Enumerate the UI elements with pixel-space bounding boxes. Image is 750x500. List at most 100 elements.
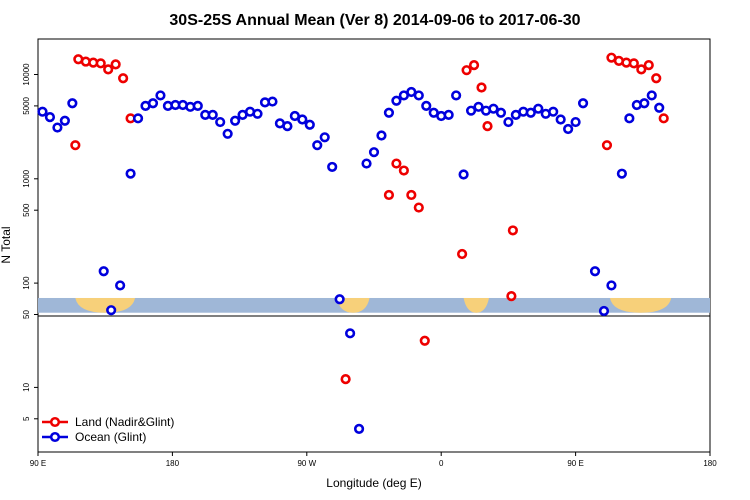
ocean-point	[533, 103, 544, 114]
ocean-point	[654, 102, 665, 113]
land-point	[636, 64, 647, 75]
land-point	[419, 335, 430, 346]
ocean-point	[473, 101, 484, 112]
land-point	[103, 64, 114, 75]
legend: Land (Nadir&Glint) Ocean (Glint)	[42, 415, 174, 444]
land-mask-band-2	[463, 297, 489, 313]
ocean-point	[327, 161, 338, 173]
y-tick-label: 5000	[22, 96, 31, 114]
ocean-point	[525, 107, 536, 118]
ocean-point	[646, 90, 657, 101]
ocean-point	[458, 169, 469, 180]
land-point	[507, 225, 518, 236]
x-axis-label: Longitude (deg E)	[326, 476, 421, 490]
ocean-point	[312, 140, 323, 151]
ocean-point	[465, 105, 477, 116]
ocean-point	[413, 90, 424, 101]
ocean-point	[570, 116, 581, 128]
ocean-point	[115, 280, 126, 291]
ocean-point	[598, 305, 610, 317]
land-point	[391, 158, 402, 169]
land-point	[476, 82, 487, 93]
ocean-point	[555, 114, 566, 125]
ocean-point	[147, 98, 159, 109]
land-point	[461, 65, 472, 76]
ocean-point	[353, 423, 365, 435]
land-point	[383, 189, 395, 201]
ocean-point	[207, 109, 218, 120]
x-tick-label: 0	[439, 459, 444, 468]
legend-label-ocean: Ocean (Glint)	[75, 430, 146, 444]
chart-title: 30S-25S Annual Mean (Ver 8) 2014-09-06 t…	[169, 12, 580, 29]
ocean-point	[267, 96, 278, 107]
land-point	[628, 58, 639, 69]
ocean-point	[345, 328, 356, 339]
ocean-point	[67, 98, 78, 109]
y-tick-label: 5	[22, 416, 31, 421]
land-point	[506, 291, 517, 302]
x-axis: 90 E 180 90 W 0 90 E 180	[30, 452, 717, 468]
land-point	[658, 113, 669, 124]
ocean-point	[361, 158, 372, 169]
legend-marker-ocean	[49, 431, 61, 443]
ocean-point	[125, 168, 136, 179]
land-mask-band-0	[75, 297, 136, 313]
ocean-point	[495, 107, 507, 118]
ocean-point	[488, 103, 499, 114]
land-point	[406, 189, 417, 201]
ocean-point	[37, 106, 48, 117]
y-tick-label: 500	[22, 203, 31, 217]
land-mask-band-3	[609, 297, 672, 313]
y-tick-label: 1000	[22, 169, 31, 187]
ocean-point	[192, 100, 203, 111]
ocean-point	[106, 305, 117, 316]
ocean-point	[44, 112, 56, 123]
land-point	[601, 140, 613, 151]
x-tick-label: 90 E	[567, 459, 583, 468]
y-tick-label: 10000	[22, 63, 31, 86]
ocean-point	[282, 121, 293, 132]
ocean-point	[616, 168, 627, 179]
ocean-point	[376, 130, 387, 141]
land-mask-band-1	[336, 297, 370, 313]
ocean-point	[421, 100, 432, 111]
land-mask-band-layer	[38, 297, 710, 313]
land-point	[482, 121, 493, 132]
land-point	[95, 58, 106, 69]
ocean-point	[368, 147, 380, 158]
ocean-point	[443, 109, 454, 120]
x-tick-label: 180	[166, 459, 180, 468]
land-point	[651, 73, 662, 84]
ocean-point	[222, 128, 233, 139]
land-point	[457, 248, 468, 260]
land-point	[340, 374, 351, 385]
ocean-point	[503, 116, 514, 128]
y-tick-label: 100	[22, 276, 31, 290]
land-point	[110, 59, 121, 70]
land-point	[118, 73, 129, 84]
ocean-point	[52, 122, 63, 133]
ocean-point	[383, 107, 395, 118]
ocean-point	[132, 113, 144, 124]
ocean-point	[59, 115, 70, 126]
x-tick-label: 90 W	[297, 459, 316, 468]
x-tick-label: 180	[703, 459, 717, 468]
ocean-point	[334, 294, 345, 305]
land-point	[413, 202, 424, 213]
ocean-point	[230, 115, 241, 126]
ocean-point	[98, 266, 109, 277]
legend-marker-land	[49, 416, 61, 428]
land-point	[468, 60, 480, 71]
ocean-point	[155, 90, 166, 101]
ocean-point	[606, 280, 617, 291]
ocean-point	[304, 119, 315, 130]
land-point	[643, 60, 654, 71]
ocean-point	[577, 98, 589, 109]
ocean-point	[563, 123, 574, 135]
ocean-point	[639, 98, 650, 109]
y-axis-label: N Total	[0, 226, 13, 263]
ocean-point	[297, 114, 308, 125]
ocean-point	[252, 108, 263, 119]
y-axis: 10000 5000 1000 500 100 50 10 5	[22, 63, 38, 421]
